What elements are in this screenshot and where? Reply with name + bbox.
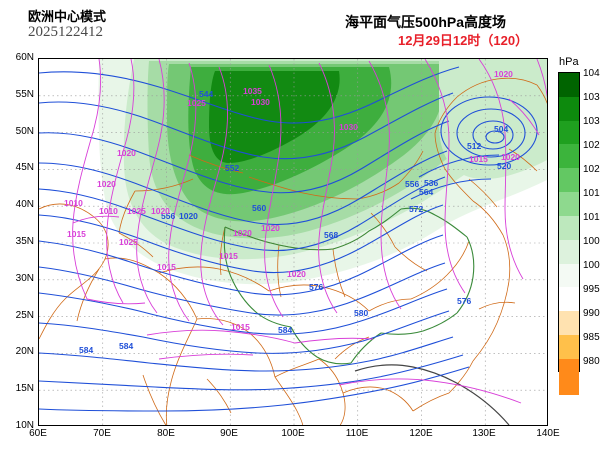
colorbar-tick: 995: [583, 284, 600, 295]
svg-text:1020: 1020: [494, 69, 513, 79]
svg-text:1020: 1020: [233, 228, 252, 238]
colorbar-tick: 1025: [583, 140, 600, 151]
colorbar-tick: 985: [583, 332, 600, 343]
svg-text:584: 584: [119, 341, 133, 351]
map-plot-area: 544 552 560 568 576 580 584 584 584 576 …: [38, 58, 548, 426]
svg-text:1030: 1030: [339, 122, 358, 132]
x-tick: 100E: [281, 428, 305, 439]
svg-text:560: 560: [252, 203, 266, 213]
colorbar-swatch: [559, 192, 579, 216]
svg-text:1020: 1020: [261, 223, 280, 233]
colorbar: [558, 72, 580, 395]
colorbar-tick: 1030: [583, 116, 600, 127]
svg-text:1010: 1010: [99, 206, 118, 216]
colorbar-swatch: [559, 215, 579, 240]
colorbar-swatch: [559, 335, 579, 359]
svg-text:556: 556: [405, 179, 419, 189]
svg-text:504: 504: [494, 124, 508, 134]
y-tick: 15N: [15, 383, 34, 394]
svg-text:576: 576: [309, 282, 323, 292]
x-tick: 120E: [409, 428, 433, 439]
svg-text:1030: 1030: [251, 97, 270, 107]
svg-text:1020: 1020: [287, 269, 306, 279]
svg-text:1020: 1020: [117, 148, 136, 158]
svg-text:1020: 1020: [501, 152, 520, 162]
y-tick: 40N: [15, 199, 34, 210]
svg-text:576: 576: [457, 296, 471, 306]
colorbar-tick: 1005: [583, 236, 600, 247]
field-title: 海平面气压500hPa高度场: [345, 14, 507, 30]
colorbar-swatch: [559, 263, 579, 288]
svg-text:564: 564: [419, 187, 433, 197]
svg-text:568: 568: [324, 230, 338, 240]
colorbar-tick: 1015: [583, 188, 600, 199]
colorbar-swatch: [559, 168, 579, 193]
y-tick: 50N: [15, 126, 34, 137]
colorbar-swatch: [559, 96, 579, 121]
svg-text:1020: 1020: [179, 211, 198, 221]
x-tick: 140E: [536, 428, 560, 439]
svg-text:1025: 1025: [187, 98, 206, 108]
x-tick: 110E: [345, 428, 369, 439]
svg-text:584: 584: [278, 325, 292, 335]
colorbar-swatch: [559, 120, 579, 145]
y-tick: 35N: [15, 236, 34, 247]
svg-text:556: 556: [161, 211, 175, 221]
colorbar-tick: 1040: [583, 68, 600, 79]
model-title: 欧洲中心模式: [28, 9, 107, 24]
x-tick: 90E: [220, 428, 238, 439]
svg-text:584: 584: [79, 345, 93, 355]
svg-text:1010: 1010: [64, 198, 83, 208]
colorbar-tick: 1010: [583, 212, 600, 223]
colorbar-tick: 1000: [583, 260, 600, 271]
svg-text:1015: 1015: [219, 251, 238, 261]
svg-text:1035: 1035: [243, 86, 262, 96]
y-tick: 30N: [15, 273, 34, 284]
y-tick: 10N: [15, 420, 34, 431]
y-tick: 20N: [15, 346, 34, 357]
run-time: 2025122412: [28, 24, 103, 40]
colorbar-unit: hPa: [559, 56, 579, 68]
colorbar-tick: 990: [583, 308, 600, 319]
svg-text:1025: 1025: [127, 206, 146, 216]
svg-text:1020: 1020: [97, 179, 116, 189]
y-tick: 25N: [15, 310, 34, 321]
svg-text:544: 544: [199, 89, 213, 99]
svg-text:572: 572: [409, 204, 423, 214]
colorbar-swatch: [559, 311, 579, 336]
svg-text:580: 580: [354, 308, 368, 318]
colorbar-swatch: [559, 358, 579, 395]
svg-text:520: 520: [497, 161, 511, 171]
y-tick: 60N: [15, 52, 34, 63]
x-tick: 130E: [472, 428, 496, 439]
colorbar-swatch: [559, 73, 579, 97]
colorbar-tick: 1035: [583, 92, 600, 103]
x-tick: 60E: [29, 428, 47, 439]
colorbar-swatch: [559, 144, 579, 169]
colorbar-swatch: [559, 239, 579, 264]
colorbar-tick: 1020: [583, 164, 600, 175]
svg-text:1025: 1025: [119, 237, 138, 247]
svg-text:1020: 1020: [151, 206, 170, 216]
svg-text:1015: 1015: [157, 262, 176, 272]
svg-text:1015: 1015: [231, 322, 250, 332]
svg-text:552: 552: [225, 163, 239, 173]
y-tick: 55N: [15, 89, 34, 100]
colorbar-swatch: [559, 287, 579, 312]
svg-text:536: 536: [424, 178, 438, 188]
x-tick: 70E: [93, 428, 111, 439]
y-tick: 45N: [15, 162, 34, 173]
svg-text:1015: 1015: [67, 229, 86, 239]
svg-text:1015: 1015: [469, 154, 488, 164]
valid-time: 12月29日12时（120）: [398, 33, 529, 48]
colorbar-tick: 980: [583, 356, 600, 367]
x-tick: 80E: [157, 428, 175, 439]
svg-text:512: 512: [467, 141, 481, 151]
